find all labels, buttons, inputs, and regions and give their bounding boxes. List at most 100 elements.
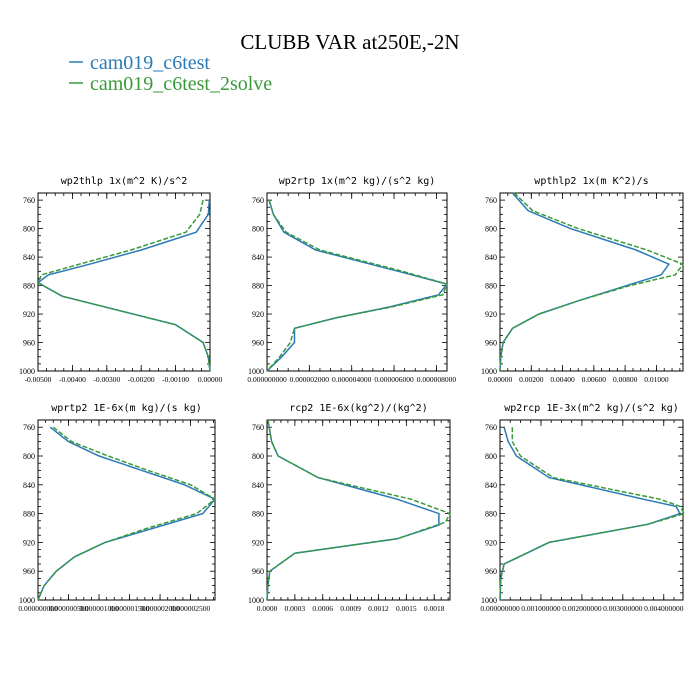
- x-tick-label: 0.00000: [488, 375, 513, 384]
- y-tick-label: 800: [485, 225, 497, 234]
- x-tick-label: 0.000006000: [374, 375, 414, 384]
- y-tick-label: 760: [252, 423, 264, 432]
- x-tick-label: 0.0009: [340, 604, 361, 613]
- x-tick-label: 0.00400: [550, 375, 575, 384]
- panel-title: rcp2 1E-6x(kg^2)/(kg^2): [289, 403, 427, 414]
- y-tick-label: 1000: [19, 367, 35, 376]
- y-tick-label: 800: [252, 452, 264, 461]
- y-tick-label: 760: [23, 196, 35, 205]
- y-tick-label: 840: [23, 253, 35, 262]
- x-tick-label: 0.0018: [424, 604, 445, 613]
- y-tick-label: 920: [485, 538, 497, 547]
- x-tick-label: 0.00000: [198, 375, 223, 384]
- y-tick-label: 880: [252, 282, 264, 291]
- y-tick-label: 920: [23, 310, 35, 319]
- panel-5: rcp2 1E-6x(kg^2)/(kg^2) 760 800 840 880 920 96…: [248, 403, 452, 613]
- x-tick-label: 0.00800: [613, 375, 638, 384]
- panel-3: wpthlp2 1x(m K^2)/s 760 800 840 880 920 960 100…: [481, 176, 685, 384]
- y-tick-label: 960: [252, 339, 264, 348]
- y-tick-label: 800: [485, 452, 497, 461]
- x-tick-label: 0.000001000: [79, 604, 119, 613]
- y-tick-label: 920: [485, 310, 497, 319]
- y-tick-label: 880: [485, 282, 497, 291]
- series-line-1: [36, 200, 211, 372]
- y-tick-label: 960: [23, 339, 35, 348]
- y-tick-label: 840: [252, 481, 264, 490]
- series-line-1: [499, 426, 682, 601]
- x-tick-label: 0.01000: [644, 375, 669, 384]
- panel-1: wp2thlp 1x(m^2 K)/s^2 760 800 840 880 920 960 1…: [19, 176, 222, 384]
- y-tick-label: 800: [252, 225, 264, 234]
- y-tick-label: 800: [23, 225, 35, 234]
- plot-frame: [37, 192, 211, 372]
- series-line-2: [499, 427, 686, 601]
- y-tick-label: 840: [485, 481, 497, 490]
- x-tick-label: 0.001000000: [521, 604, 561, 613]
- x-tick-label: 0.00200: [519, 375, 544, 384]
- x-tick-label: 0.004000000: [644, 604, 684, 613]
- x-tick-label: 0.002000000: [562, 604, 602, 613]
- series-line-2: [266, 199, 448, 372]
- y-tick-label: 760: [485, 196, 497, 205]
- y-tick-label: 880: [23, 282, 35, 291]
- plot-frame: [499, 192, 684, 372]
- y-tick-label: 840: [23, 481, 35, 490]
- x-tick-label: -0.00100: [162, 375, 189, 384]
- y-tick-label: 920: [252, 310, 264, 319]
- x-tick-label: 0.000002000: [290, 375, 330, 384]
- plot-frame: [266, 419, 451, 601]
- y-tick-label: 840: [252, 253, 264, 262]
- y-tick-label: 1000: [248, 367, 264, 376]
- series-line-1: [266, 419, 440, 601]
- series-line-2: [37, 199, 211, 372]
- series-line-2: [266, 419, 452, 601]
- legend: cam019_c6test cam019_c6test_2solve: [69, 52, 272, 95]
- y-tick-label: 1000: [481, 596, 497, 605]
- series-line-2: [37, 426, 217, 601]
- x-tick-label: 0.000000000: [480, 604, 520, 613]
- y-tick-label: 880: [23, 510, 35, 519]
- panel-4: wprtp2 1E-6x(m kg)/(s kg) 760 800 840 880 920…: [18, 403, 217, 613]
- panel-2: wp2rtp 1x(m^2 kg)/(s^2 kg) 760 800 840 880 92…: [247, 176, 456, 384]
- panel-6: wp2rcp 1E-3x(m^2 kg)/(s^2 kg) 760 800 840 88…: [480, 403, 686, 613]
- x-tick-label: 0.0003: [285, 604, 306, 613]
- y-tick-label: 960: [485, 339, 497, 348]
- y-tick-label: 760: [252, 196, 264, 205]
- y-tick-label: 760: [485, 423, 497, 432]
- x-tick-label: 0.000002500: [171, 604, 211, 613]
- panel-title: wp2rtp 1x(m^2 kg)/(s^2 kg): [279, 176, 436, 187]
- panels: wp2thlp 1x(m^2 K)/s^2 760 800 840 880 920 960 1…: [18, 176, 686, 613]
- series-line-2: [499, 192, 685, 372]
- y-tick-label: 840: [485, 253, 497, 262]
- plot-frame: [37, 419, 216, 601]
- panel-title: wprtp2 1E-6x(m kg)/(s kg): [51, 403, 202, 414]
- plot-frame: [499, 419, 684, 601]
- x-tick-label: -0.00300: [93, 375, 120, 384]
- panel-title: wp2thlp 1x(m^2 K)/s^2: [61, 176, 187, 187]
- x-tick-label: 0.003000000: [603, 604, 643, 613]
- y-tick-label: 880: [252, 510, 264, 519]
- y-tick-label: 960: [485, 567, 497, 576]
- y-tick-label: 960: [252, 567, 264, 576]
- legend-label-1: cam019_c6test: [90, 52, 210, 74]
- x-tick-label: -0.00500: [25, 375, 52, 384]
- x-tick-label: 0.000002000: [140, 604, 180, 613]
- y-tick-label: 920: [252, 538, 264, 547]
- y-tick-label: 1000: [19, 596, 35, 605]
- x-tick-label: 0.000001500: [110, 604, 150, 613]
- y-tick-label: 1000: [481, 367, 497, 376]
- series-line-1: [499, 192, 671, 372]
- y-tick-label: 760: [23, 423, 35, 432]
- series-line-1: [266, 199, 449, 372]
- x-tick-label: 0.0015: [396, 604, 417, 613]
- y-tick-label: 800: [23, 452, 35, 461]
- panel-title: wp2rcp 1E-3x(m^2 kg)/(s^2 kg): [504, 403, 679, 414]
- y-tick-label: 880: [485, 510, 497, 519]
- x-tick-label: 0.000000000: [247, 375, 287, 384]
- x-tick-label: 0.0006: [312, 604, 333, 613]
- legend-label-2: cam019_c6test_2solve: [90, 73, 272, 95]
- panel-title: wpthlp2 1x(m K^2)/s: [534, 176, 648, 187]
- x-tick-label: 0.000004000: [332, 375, 372, 384]
- x-tick-label: 0.000000000: [18, 604, 58, 613]
